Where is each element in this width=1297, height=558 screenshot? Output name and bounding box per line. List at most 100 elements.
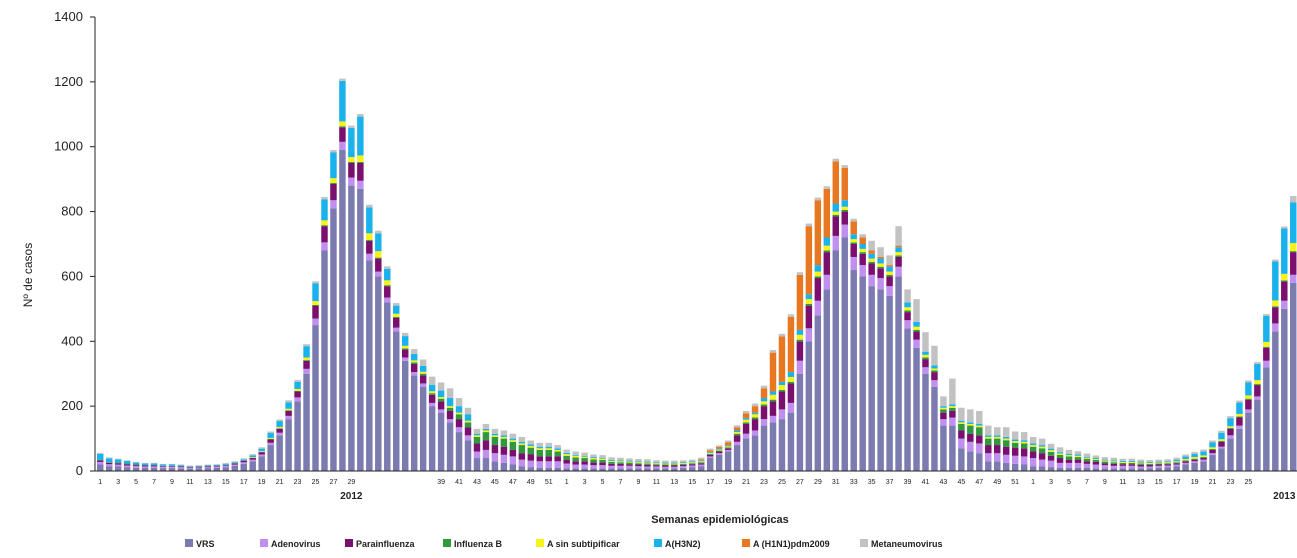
bar-segment [662,468,669,471]
bar-segment [500,446,508,455]
bar-segment [366,204,373,208]
bar-segment [222,462,230,464]
bar-segment [949,378,956,405]
bar-segment [204,468,212,471]
bar-segment [733,432,741,434]
x-tick-label: 27 [330,479,338,486]
x-tick-label: 41 [922,479,930,486]
bar-segment [689,467,696,471]
bar-segment [653,462,660,464]
bar-segment [680,467,687,471]
bar-segment [671,462,678,464]
bar-segment [1110,457,1118,461]
bar-segment [312,283,319,302]
bar-segment [760,398,768,402]
bar-segment [751,435,759,471]
bar-segment [662,463,669,465]
bar-segment [1245,382,1252,396]
bar-segment [1137,466,1144,469]
bar-segment [312,305,319,319]
bar-segment [1281,273,1288,281]
bar-segment [1083,457,1091,459]
bar-segment [1227,428,1234,436]
bar-segment [1110,468,1118,471]
bar-segment [105,464,113,467]
bar-segment [680,460,687,462]
bar-segment [267,433,274,438]
bar-segment [653,463,660,465]
x-tick-label: 11 [653,479,660,486]
bar-segment [97,461,104,465]
bar-segment [105,462,113,463]
bar-segment [518,466,526,471]
bar-segment [680,461,687,463]
bar-segment [473,458,481,471]
bar-segment [195,467,203,469]
bar-segment [419,375,427,384]
bar-segment [590,458,597,460]
bar-segment [733,433,741,436]
bar-segment [796,373,804,471]
legend-swatch [860,539,868,547]
bar-segment [563,452,570,455]
legend-label: Metaneumovirus [871,539,943,549]
bar-segment [841,211,848,225]
bar-segment [689,464,696,466]
bar-segment [733,425,741,428]
bar-segment [303,346,310,358]
bar-segment [698,459,705,461]
bar-segment [240,463,247,471]
bar-segment [428,393,436,395]
bar-segment [312,318,319,326]
bar-segment [303,360,310,369]
bar-segment [1173,462,1180,464]
bar-segment [1290,202,1297,244]
bar-segment [715,453,723,455]
bar-segment [213,465,221,467]
bar-segment [357,155,364,162]
bar-segment [626,461,633,463]
bar-segment [760,401,768,405]
bar-segment [177,468,185,471]
bar-segment [384,280,391,286]
bar-segment [401,348,409,350]
bar-segment [231,464,239,466]
bar-segment [823,188,831,238]
bar-segment [437,397,445,399]
bar-segment [249,457,256,458]
bar-segment [1200,458,1207,460]
bar-segment [985,436,992,439]
bar-segment [186,468,194,471]
bar-segment [222,465,230,466]
bar-segment [814,197,822,201]
bar-segment [1164,461,1171,463]
bar-segment [536,467,543,471]
bar-segment [1065,455,1073,457]
bar-segment [778,409,786,420]
x-tick-label: 1 [1031,479,1035,486]
bar-segment [1047,450,1055,452]
bar-segment [994,436,1001,439]
bar-segment [1281,300,1288,309]
bar-segment [1227,418,1234,427]
bar-segment [348,162,355,178]
bar-segment [1236,413,1243,417]
bar-segment [922,373,929,471]
bar-segment [608,465,615,469]
bar-segment [698,457,705,460]
bar-segment [698,463,705,465]
bar-segment [1119,465,1127,469]
bar-segment [940,419,947,426]
bar-segment [608,461,615,464]
bar-segment [931,372,938,381]
bar-segment [653,464,660,466]
bar-segment [1236,402,1243,414]
bar-segment [1011,447,1019,456]
bar-segment [123,464,131,466]
bar-segment [312,304,319,306]
bar-segment [626,464,633,466]
bar-segment [581,458,588,462]
bar-segment [303,357,310,361]
bar-segment [1155,459,1162,462]
bar-segment [850,269,857,471]
